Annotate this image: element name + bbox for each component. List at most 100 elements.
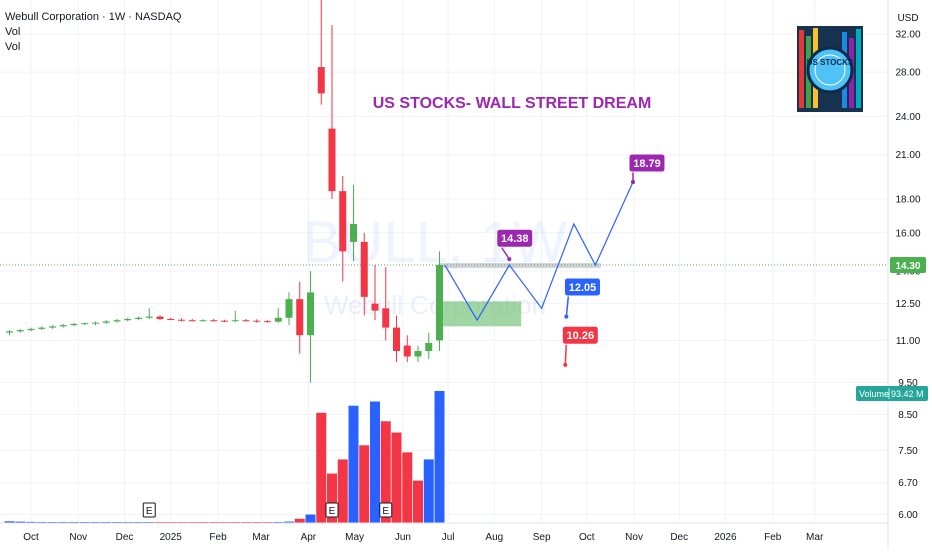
candle-body (339, 191, 346, 251)
target-label-text: 14.38 (501, 233, 529, 245)
volume-bar (424, 459, 434, 523)
target-pointer-dot (563, 363, 567, 367)
candle-body (103, 321, 110, 322)
candle-body (243, 320, 250, 321)
candle-body (71, 324, 78, 325)
candle-body (178, 320, 185, 321)
volume-bar (392, 433, 402, 523)
candle-body (382, 308, 389, 327)
y-tick-label: 18.00 (895, 194, 920, 205)
candle-body (361, 242, 368, 297)
candle-body (286, 299, 293, 318)
target-pointer (565, 343, 566, 365)
logo-graphic (797, 26, 863, 112)
x-tick-label: Mar (806, 532, 824, 543)
x-tick-label: Jul (442, 532, 455, 543)
volume-bar (295, 519, 305, 523)
volume-bar (349, 406, 359, 523)
x-tick-label: Nov (625, 532, 643, 543)
volume-bar (402, 452, 412, 523)
target-label-10.26: 10.26 (562, 326, 598, 367)
y-tick-label: 8.50 (898, 410, 918, 421)
volume-indicator-label-1[interactable]: Vol (5, 26, 20, 39)
candle-body (38, 328, 45, 329)
candle-body (307, 292, 314, 335)
target-label-12.05: 12.05 (564, 278, 600, 319)
current-price-tag-text: 14.30 (895, 261, 920, 272)
earnings-marker: E (380, 503, 392, 517)
candle-body (221, 321, 228, 322)
candle-body (49, 326, 56, 327)
earnings-marker-text: E (146, 506, 153, 517)
x-tick-label: Oct (23, 532, 39, 543)
target-pointer-dot (631, 180, 635, 184)
us-stocks-logo: US STOCKS (797, 26, 863, 112)
x-tick-label: 2025 (160, 532, 183, 543)
volume-bar (435, 391, 445, 523)
y-tick-label: 12.50 (895, 299, 920, 310)
candle-body (318, 67, 325, 93)
volume-bar (370, 401, 380, 523)
y-tick-label: 11.00 (896, 336, 921, 347)
candle-body (189, 320, 196, 321)
candle-body (81, 323, 88, 324)
x-tick-label: Sep (533, 532, 551, 543)
y-tick-label: 16.00 (895, 228, 920, 239)
candle-body (275, 318, 282, 322)
logo-text: US STOCKS (797, 58, 863, 67)
x-tick-label: Feb (209, 532, 227, 543)
candle-body (157, 317, 164, 319)
x-tick-label: Feb (764, 532, 782, 543)
volume-tag-label: Volume (859, 389, 889, 399)
earnings-marker: E (143, 503, 155, 517)
resistance-band (440, 263, 601, 268)
candle-body (296, 299, 303, 335)
symbol-title[interactable]: Webull Corporation · 1W · NASDAQ (5, 11, 181, 24)
currency-label: USD (897, 13, 918, 24)
target-pointer-dot (507, 257, 511, 261)
target-pointer (566, 295, 568, 317)
candle-body (329, 129, 336, 192)
candle-body (425, 343, 432, 351)
x-tick-label: Aug (485, 532, 503, 543)
candle-body (167, 319, 174, 320)
x-tick-label: May (345, 532, 364, 543)
x-tick-label: Dec (116, 532, 134, 543)
candle-body (92, 323, 99, 324)
target-label-text: 10.26 (567, 330, 595, 342)
x-tick-label: Apr (301, 532, 317, 543)
volume-bar (338, 459, 348, 523)
candle-body (210, 320, 217, 321)
y-tick-label: 6.70 (898, 478, 918, 489)
candle-body (415, 351, 422, 356)
volume-indicator-label-2[interactable]: Vol (5, 41, 20, 54)
candle-body (350, 224, 357, 242)
candle-body (28, 329, 35, 330)
target-pointer-dot (564, 315, 568, 319)
candle-body (253, 321, 260, 322)
x-tick-label: Mar (252, 532, 270, 543)
earnings-marker: E (326, 503, 338, 517)
x-tick-label: Nov (69, 532, 87, 543)
candle-body (146, 317, 153, 318)
candle-body (114, 320, 121, 321)
y-tick-label: 21.00 (895, 150, 920, 161)
y-tick-label: 6.00 (898, 510, 918, 521)
volume-bar (359, 445, 369, 523)
x-tick-label: Oct (579, 532, 595, 543)
volume-tag-value: 93.42 M (891, 389, 924, 399)
candle-body (404, 346, 411, 357)
candle-body (393, 328, 400, 351)
candle-body (6, 331, 13, 332)
candle-body (124, 319, 131, 320)
earnings-marker-text: E (329, 506, 336, 517)
annotation-title: US STOCKS- WALL STREET DREAM (373, 95, 652, 112)
candle-body (436, 265, 443, 340)
current-price-tag: 14.30 (890, 257, 926, 273)
earnings-marker-text: E (382, 506, 389, 517)
volume-bar (316, 413, 326, 523)
y-tick-label: 24.00 (895, 112, 920, 123)
